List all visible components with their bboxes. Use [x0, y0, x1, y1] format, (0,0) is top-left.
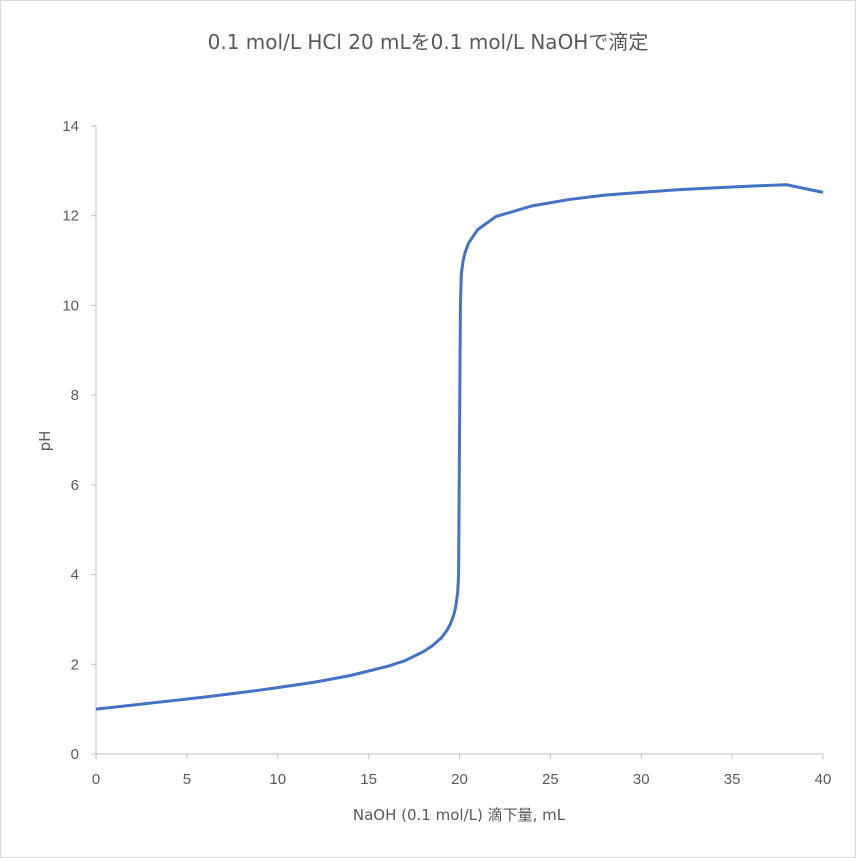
tick-labels: 0 2 4 6 8 10 12 14 0 5 10 15 20 25 30 35 40 [62, 118, 831, 788]
y-tick-label: 12 [62, 208, 79, 225]
y-tick-label: 8 [71, 387, 79, 404]
x-tick-label: 40 [815, 771, 832, 788]
x-tick-label: 0 [92, 771, 100, 788]
y-tick-label: 10 [62, 297, 79, 314]
chart-title: 0.1 mol/L HCl 20 mLを0.1 mol/L NaOHで滴定 [208, 30, 649, 54]
x-tick-label: 20 [451, 771, 468, 788]
x-tick-label: 30 [633, 771, 650, 788]
y-tick-label: 14 [62, 118, 79, 135]
x-tick-label: 25 [542, 771, 559, 788]
ph-curve [95, 183, 824, 711]
x-tick-label: 15 [360, 771, 377, 788]
x-axis-title: NaOH (0.1 mol/L) 滴下量, mL [353, 806, 566, 824]
x-tick-label: 5 [183, 771, 191, 788]
y-tick-label: 2 [71, 656, 79, 673]
y-axis-title: pH [36, 431, 54, 452]
x-tick-label: 35 [724, 771, 741, 788]
y-tick-label: 0 [71, 746, 79, 763]
y-tick-label: 6 [71, 477, 79, 494]
axes [91, 125, 824, 759]
y-tick-label: 4 [71, 567, 79, 584]
x-tick-label: 10 [269, 771, 286, 788]
